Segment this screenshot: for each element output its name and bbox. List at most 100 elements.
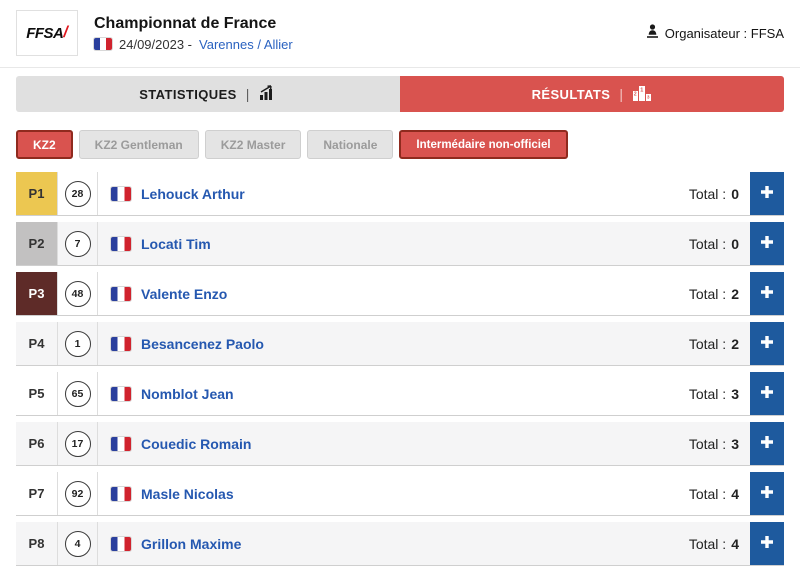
expand-row-button[interactable] [750,522,784,565]
svg-text:3: 3 [647,94,650,99]
total-label: Total : [688,185,727,202]
total-label: Total : [688,435,727,452]
main-tabbar: STATISTIQUES | RÉSULTATS | 2 1 3 [16,76,784,112]
france-flag-icon [111,186,131,201]
total-value: 2 [731,285,739,302]
category-tab-kz2-master[interactable]: KZ2 Master [204,130,302,159]
kart-number-badge: 17 [64,430,91,457]
kart-number-badge: 48 [64,280,91,307]
total-cell: Total : 0 [689,172,750,215]
driver-cell: Nomblot Jean [98,372,689,415]
total-label: Total : [688,385,727,402]
total-cell: Total : 4 [689,522,750,565]
table-row: P5 65 Nomblot Jean Total : 3 [16,372,784,416]
plus-icon [759,284,775,303]
kart-number-cell: 28 [58,172,98,215]
ffsa-logo-slash: / [63,24,68,41]
category-tab-kz2-gentleman[interactable]: KZ2 Gentleman [78,130,199,159]
kart-number-cell: 17 [58,422,98,465]
position-badge: P8 [16,522,58,565]
plus-icon [759,384,775,403]
kart-number-cell: 65 [58,372,98,415]
plus-icon [759,234,775,253]
position-badge: P6 [16,422,58,465]
total-cell: Total : 2 [689,322,750,365]
kart-number-badge: 28 [64,180,91,207]
table-row: P8 4 Grillon Maxime Total : 4 [16,522,784,566]
ffsa-logo-text: FFSA [26,24,64,42]
event-subtitle: 24/09/2023 - Varennes / Allier [94,37,293,52]
total-label: Total : [688,335,727,352]
expand-row-button[interactable] [750,272,784,315]
position-badge: P1 [16,172,58,215]
position-badge: P2 [16,222,58,265]
driver-name-link[interactable]: Lehouck Arthur [141,185,245,202]
total-label: Total : [688,235,727,252]
driver-name-link[interactable]: Besancenez Paolo [141,335,264,352]
tab-statistiques[interactable]: STATISTIQUES | [16,76,400,112]
svg-text:1: 1 [641,87,644,93]
page-title: Championnat de France [94,14,277,32]
svg-text:2: 2 [634,91,637,97]
total-value: 4 [731,485,739,502]
france-flag-icon [111,436,131,451]
total-value: 2 [731,335,739,352]
driver-name-link[interactable]: Nomblot Jean [141,385,234,402]
category-tab-nationale[interactable]: Nationale [307,130,394,159]
expand-row-button[interactable] [750,422,784,465]
event-location-link[interactable]: Varennes / Allier [199,36,293,52]
france-flag-icon [111,286,131,301]
total-value: 3 [731,385,739,402]
plus-icon [759,184,775,203]
expand-row-button[interactable] [750,472,784,515]
expand-row-button[interactable] [750,172,784,215]
tab-separator: | [619,86,624,102]
driver-name-link[interactable]: Grillon Maxime [141,535,242,552]
page-header: FFSA / Championnat de France 24/09/2023 -… [0,0,800,68]
tab-resultats[interactable]: RÉSULTATS | 2 1 3 [400,76,784,112]
table-row: P7 92 Masle Nicolas Total : 4 [16,472,784,516]
table-row: P2 7 Locati Tim Total : 0 [16,222,784,266]
organizer-label: Organisateur : FFSA [664,25,784,41]
expand-row-button[interactable] [750,222,784,265]
tab-statistiques-label: STATISTIQUES [139,86,237,102]
france-flag-icon [94,38,112,50]
driver-cell: Valente Enzo [98,272,689,315]
kart-number-cell: 92 [58,472,98,515]
total-cell: Total : 0 [689,222,750,265]
driver-cell: Masle Nicolas [98,472,689,515]
kart-number-cell: 1 [58,322,98,365]
france-flag-icon [111,386,131,401]
kart-number-cell: 7 [58,222,98,265]
total-cell: Total : 4 [689,472,750,515]
expand-row-button[interactable] [750,322,784,365]
driver-name-link[interactable]: Valente Enzo [141,285,228,302]
total-value: 0 [731,185,739,202]
tab-separator: | [245,86,250,102]
driver-name-link[interactable]: Couedic Romain [141,435,252,452]
driver-cell: Grillon Maxime [98,522,689,565]
plus-icon [759,434,775,453]
kart-number-badge: 7 [64,230,91,257]
category-tabs: KZ2 KZ2 Gentleman KZ2 Master Nationale I… [16,130,784,159]
person-icon [646,24,659,42]
position-badge: P5 [16,372,58,415]
total-value: 3 [731,435,739,452]
plus-icon [759,484,775,503]
category-tab-kz2[interactable]: KZ2 [16,130,73,159]
bar-chart-icon [259,84,277,104]
france-flag-icon [111,336,131,351]
results-list: P1 28 Lehouck Arthur Total : 0 P2 7 Loca… [16,172,784,566]
total-value: 0 [731,235,739,252]
badge-intermediaire-non-officiel[interactable]: Intermédaire non-officiel [399,130,568,159]
position-badge: P4 [16,322,58,365]
driver-name-link[interactable]: Masle Nicolas [141,485,234,502]
driver-cell: Besancenez Paolo [98,322,689,365]
total-cell: Total : 2 [689,272,750,315]
expand-row-button[interactable] [750,372,784,415]
tab-resultats-label: RÉSULTATS [531,86,611,102]
total-cell: Total : 3 [689,422,750,465]
event-title-block: Championnat de France 24/09/2023 - Varen… [94,15,293,52]
france-flag-icon [111,486,131,501]
driver-name-link[interactable]: Locati Tim [141,235,211,252]
